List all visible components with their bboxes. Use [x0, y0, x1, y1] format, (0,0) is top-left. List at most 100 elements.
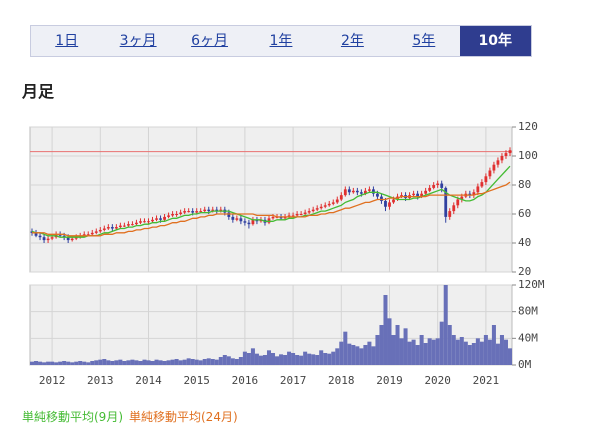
volume-bar — [319, 350, 324, 365]
candle-body — [311, 209, 315, 212]
candle-body — [231, 216, 235, 220]
volume-bar — [419, 335, 424, 365]
moving-average-line — [31, 165, 511, 238]
candle-body — [34, 232, 38, 236]
volume-bar — [66, 361, 71, 365]
candle-body — [187, 211, 191, 213]
volume-bar — [178, 360, 183, 365]
volume-bar — [154, 359, 159, 365]
candle-body — [94, 231, 98, 233]
x-tick-label: 2016 — [232, 374, 259, 387]
candle-body — [106, 227, 110, 229]
candle-body — [219, 209, 223, 212]
candle-body — [416, 193, 420, 197]
volume-bar — [343, 331, 348, 365]
volume-bar — [447, 325, 452, 365]
candle-body — [58, 234, 62, 236]
volume-bar — [435, 338, 440, 365]
volume-bar — [407, 341, 412, 365]
candle-body — [436, 183, 440, 185]
candle-body — [143, 221, 146, 223]
candle-body — [259, 219, 263, 222]
candle-body — [62, 235, 66, 238]
y-tick-label: 20 — [518, 265, 531, 278]
volume-bar — [315, 355, 320, 365]
volume-bar — [479, 341, 484, 365]
candle-body — [476, 186, 480, 193]
candle-body — [171, 214, 174, 216]
tab[interactable]: 3ヶ月 — [119, 33, 157, 49]
candle-body — [295, 214, 299, 216]
volume-bar — [134, 360, 139, 365]
volume-bar — [118, 359, 123, 365]
candle-body — [215, 209, 219, 212]
candle-body — [247, 222, 251, 225]
candle-body — [127, 224, 130, 226]
volume-bar — [194, 359, 199, 365]
volume-bar — [246, 353, 251, 365]
volume-bar — [483, 335, 488, 365]
legend-entry: 単純移動平均(24月) — [129, 410, 238, 424]
candle-body — [480, 182, 484, 187]
candle-body — [444, 187, 448, 217]
volume-bar — [507, 348, 512, 365]
volume-bar — [363, 345, 368, 365]
volume-bar — [443, 285, 448, 365]
candle-body — [372, 189, 375, 194]
volume-bar — [331, 351, 336, 365]
tab[interactable]: 1年 — [269, 33, 293, 49]
volume-bar — [174, 359, 179, 365]
candle-body — [175, 214, 179, 215]
tab[interactable]: 10年 — [459, 26, 531, 56]
volume-bar — [339, 341, 344, 365]
x-tick-label: 2014 — [135, 374, 162, 387]
candle-body — [448, 211, 452, 217]
tab[interactable]: 1日 — [55, 33, 79, 49]
candle-body — [412, 193, 415, 196]
volume-bar — [287, 351, 292, 365]
volume-bar — [190, 359, 195, 365]
x-tick-label: 2018 — [328, 374, 355, 387]
candle-body — [492, 164, 496, 171]
candle-body — [384, 200, 387, 207]
volume-bar — [327, 353, 332, 365]
volume-bar — [214, 359, 219, 365]
candle-body — [102, 228, 106, 230]
candle-body — [291, 215, 295, 217]
volume-bar — [471, 343, 476, 365]
y-tick-label: 40 — [518, 236, 531, 249]
tab[interactable]: 2年 — [340, 33, 364, 49]
volume-bar — [86, 362, 91, 365]
volume-bar — [122, 361, 127, 365]
tab[interactable]: 6ヶ月 — [191, 33, 229, 49]
tab[interactable]: 5年 — [412, 33, 436, 49]
candle-body — [279, 216, 283, 219]
volume-bar — [126, 360, 131, 365]
volume-bar — [102, 359, 107, 365]
volume-bar — [90, 361, 95, 365]
candle-body — [139, 221, 142, 223]
y-tick-label: 120 — [518, 120, 538, 133]
volume-bar — [78, 361, 83, 365]
volume-bar — [323, 353, 328, 365]
volume-bar — [130, 359, 135, 365]
y-tick-label: 80 — [518, 178, 531, 191]
y-tick-label: 80M — [518, 305, 538, 318]
volume-bar — [82, 361, 87, 365]
candle-body — [227, 212, 231, 217]
y-tick-label: 120M — [518, 278, 545, 291]
candle-body — [110, 227, 114, 229]
tab-bar: 1日 3ヶ月 6ヶ月 1年 2年 5年 10年 — [30, 25, 532, 57]
y-tick-label: 40M — [518, 331, 538, 344]
volume-bar — [347, 343, 352, 365]
candle-body — [368, 189, 371, 191]
candle-body — [114, 227, 118, 229]
volume-bar — [359, 348, 364, 365]
candle-body — [74, 237, 78, 239]
volume-bar — [495, 343, 500, 365]
volume-bar — [303, 351, 308, 365]
candle-body — [78, 235, 82, 238]
volume-bar — [206, 358, 211, 365]
volume-bar — [411, 339, 416, 365]
